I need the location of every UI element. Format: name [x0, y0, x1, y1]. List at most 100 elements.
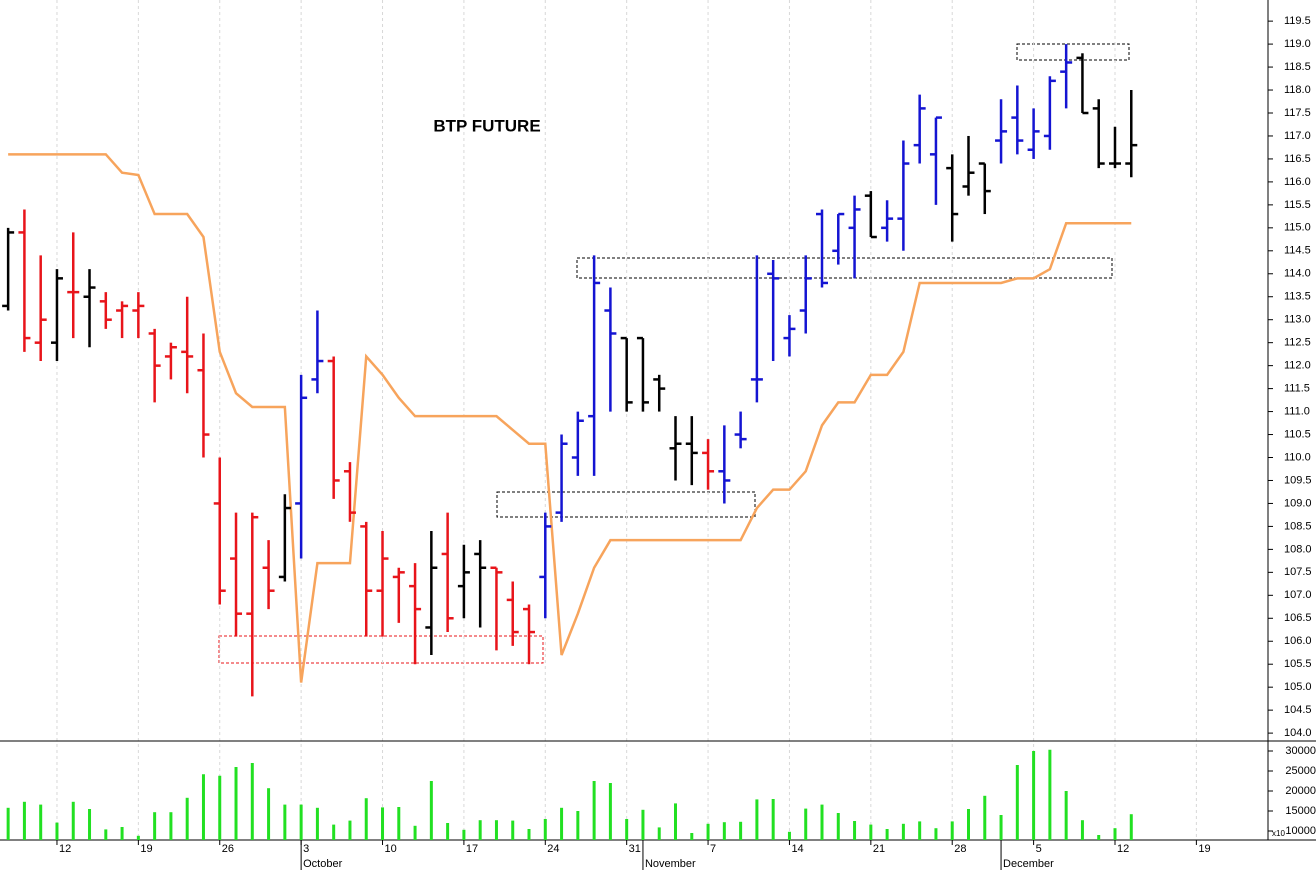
x-tick-label: 19	[1198, 843, 1210, 855]
y-tick-label: 25000	[1285, 765, 1316, 777]
ohlc-bar	[116, 301, 129, 339]
ohlc-bar	[702, 439, 715, 490]
y-tick-label: 108.5	[1284, 520, 1312, 532]
x-tick-label: 26	[222, 843, 234, 855]
ohlc-bar	[197, 333, 210, 458]
y-tick-label: 113.5	[1284, 291, 1311, 303]
ohlc-bar	[1027, 108, 1040, 159]
y-tick-label: 104.0	[1284, 727, 1312, 739]
ohlc-bar	[343, 462, 356, 522]
channel-line	[8, 153, 1132, 683]
volume-unit: x10	[1272, 829, 1285, 838]
x-tick-label: 31	[629, 843, 641, 855]
ohlc-bar	[946, 154, 959, 242]
y-tick-label: 105.5	[1284, 658, 1312, 670]
ohlc-bar	[604, 287, 617, 412]
ohlc-bar	[262, 540, 275, 610]
range-box	[576, 257, 1113, 279]
ohlc-bar	[1108, 126, 1121, 169]
range-box	[1016, 43, 1130, 61]
x-tick-label: 3	[303, 843, 309, 855]
y-tick-label: 107.5	[1284, 566, 1312, 578]
annotation-boxes	[218, 43, 1130, 664]
ohlc-bar	[816, 209, 829, 288]
y-tick-label: 111.5	[1284, 383, 1310, 395]
x-tick-label: 21	[873, 843, 885, 855]
ohlc-bar	[1060, 44, 1073, 109]
ohlc-bar	[864, 191, 877, 239]
ohlc-bar	[213, 457, 226, 605]
grid	[56, 0, 1197, 840]
y-tick-label: 116.0	[1284, 176, 1311, 188]
y-tick-label: 114.0	[1284, 268, 1311, 280]
ohlc-bar	[376, 530, 389, 637]
ohlc-bar	[848, 195, 861, 279]
chart-title: BTP FUTURE	[433, 116, 540, 135]
ohlc-bar	[799, 255, 812, 334]
x-tick-label: 5	[1036, 843, 1042, 855]
ohlc-bar	[148, 328, 161, 403]
ohlc-bar	[685, 416, 698, 486]
y-tick-label: 119.5	[1284, 15, 1311, 27]
ohlc-bar	[295, 374, 308, 559]
ohlc-bar	[881, 200, 894, 242]
x-tick-label: 12	[59, 843, 71, 855]
ohlc-bar	[929, 116, 942, 205]
y-tick-label: 118.5	[1284, 61, 1311, 73]
y-tick-label: 105.0	[1284, 681, 1312, 693]
ohlc-bar	[995, 99, 1008, 164]
ohlc-bar	[457, 544, 470, 619]
ohlc-bar	[1043, 76, 1056, 150]
ohlc-bar	[164, 342, 177, 380]
y-tick-label: 104.5	[1284, 704, 1312, 716]
ohlc-bar	[18, 209, 31, 352]
y-tick-label: 115.0	[1284, 222, 1311, 234]
y-tick-label: 106.0	[1284, 635, 1312, 647]
ohlc-bar	[2, 227, 15, 311]
ohlc-bar	[571, 411, 584, 476]
ohlc-bar	[978, 162, 991, 215]
ohlc-bar	[539, 512, 552, 619]
month-label: November	[645, 858, 696, 870]
ohlc-bar	[67, 232, 80, 339]
ohlc-bar	[1011, 85, 1024, 155]
ohlc-bar	[1092, 99, 1105, 169]
ohlc-bar	[783, 315, 796, 357]
y-tick-label: 109.5	[1284, 474, 1312, 486]
y-tick-label: 108.0	[1284, 543, 1312, 555]
ohlc-bar	[913, 94, 926, 164]
month-label: December	[1003, 858, 1054, 870]
ohlc-bar	[425, 530, 438, 656]
x-tick-label: 24	[547, 843, 559, 855]
ohlc-bar	[50, 269, 63, 362]
ohlc-bar	[897, 140, 910, 251]
support-box	[218, 635, 544, 664]
ohlc-bar	[669, 416, 682, 481]
y-tick-label: 10000	[1285, 825, 1316, 837]
y-tick-label: 117.5	[1284, 107, 1311, 119]
ohlc-bar	[132, 292, 145, 339]
ohlc-bar	[490, 566, 503, 651]
ohlc-bar	[327, 356, 340, 499]
ohlc-bar	[962, 135, 975, 196]
y-tick-label: 107.0	[1284, 589, 1312, 601]
x-tick-label: 10	[385, 843, 397, 855]
ohlc-bar	[767, 259, 780, 362]
y-tick-label: 113.0	[1284, 314, 1311, 326]
x-tick-label: 12	[1117, 843, 1129, 855]
ohlc-bar	[409, 563, 422, 665]
y-tick-label: 114.5	[1284, 245, 1311, 257]
ohlc-bar	[506, 581, 519, 646]
y-tick-label: 118.0	[1284, 84, 1311, 96]
y-tick-label: 116.5	[1284, 153, 1311, 165]
y-tick-label: 110.0	[1284, 451, 1311, 463]
y-tick-label: 111.0	[1284, 405, 1310, 417]
y-tick-label: 117.0	[1284, 130, 1311, 142]
ohlc-bar	[588, 255, 601, 476]
ohlc-bar	[246, 512, 259, 697]
y-tick-label: 15000	[1285, 805, 1316, 817]
ohlc-bar	[523, 604, 536, 665]
ohlc-bar	[278, 494, 291, 582]
ohlc-bar	[181, 296, 194, 394]
